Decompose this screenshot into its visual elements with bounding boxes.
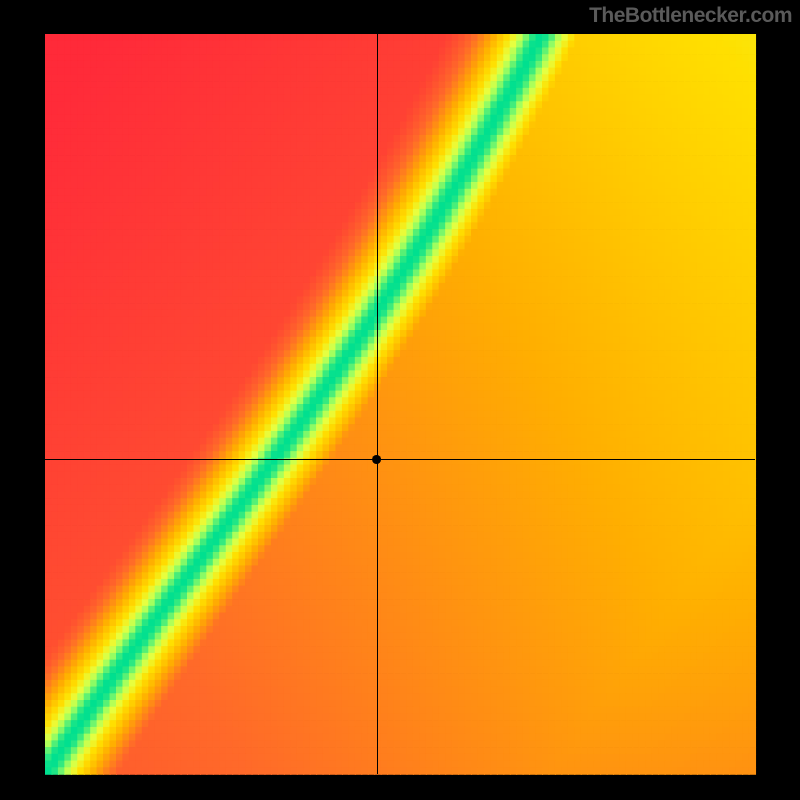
figure-container: { "watermark": { "text": "TheBottlenecke…: [0, 0, 800, 800]
heatmap-canvas: [0, 0, 800, 800]
watermark-text: TheBottlenecker.com: [589, 4, 792, 28]
